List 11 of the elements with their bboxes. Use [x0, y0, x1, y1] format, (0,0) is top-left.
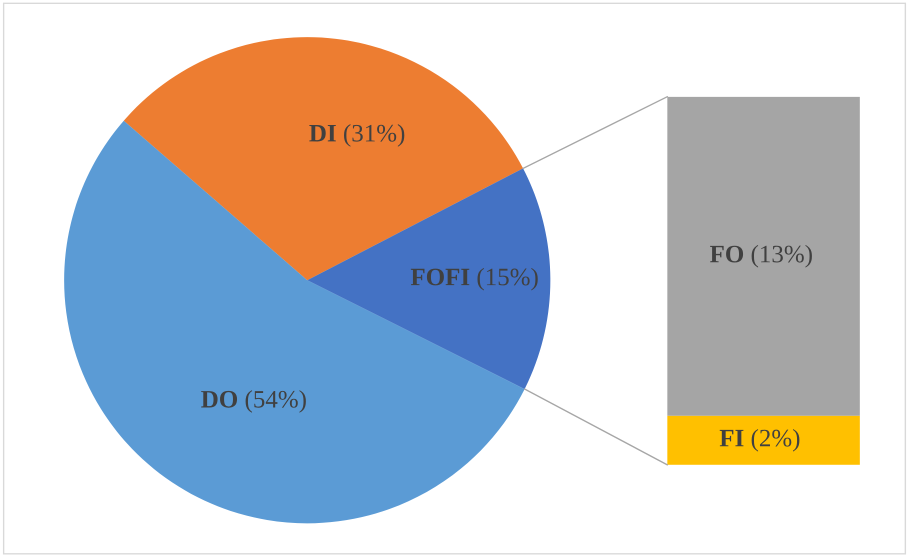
slice-label: DO	[201, 390, 238, 408]
data-label: (15%)	[477, 268, 538, 291]
series-label: FO	[710, 246, 744, 262]
data-label: (31%)	[344, 124, 404, 147]
series-label: FI	[720, 430, 744, 446]
data-label: (54%)	[246, 390, 306, 413]
pie-slice	[307, 168, 550, 390]
slice-label: DI	[309, 125, 336, 142]
data-label: (13%)	[752, 244, 812, 268]
data-label: (2%)	[752, 428, 800, 452]
slice-label: FOFI	[410, 268, 470, 286]
